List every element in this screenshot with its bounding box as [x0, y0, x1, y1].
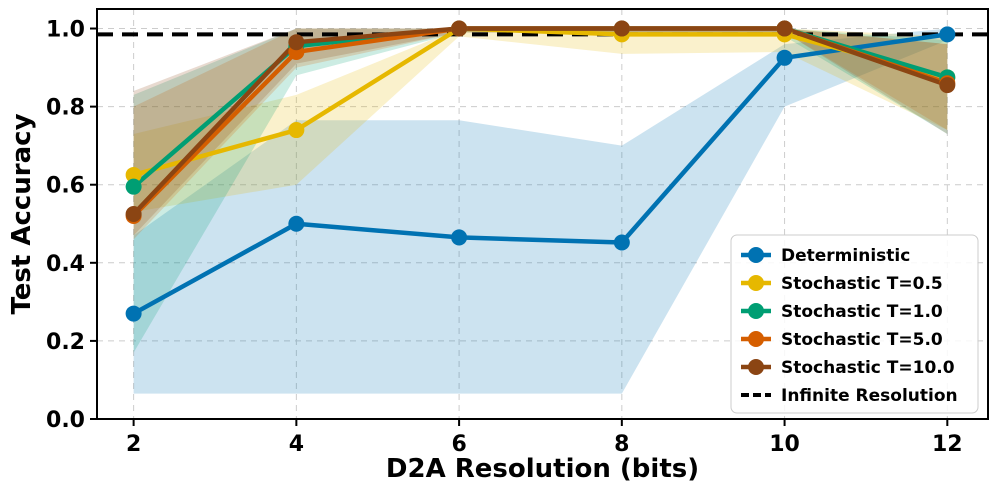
- y-tick-label: 0.2: [46, 330, 85, 355]
- y-tick-label: 0.8: [46, 96, 85, 121]
- x-tick-label: 8: [614, 432, 629, 457]
- point-series-1: [288, 122, 305, 139]
- band-series-3: [133, 28, 948, 240]
- y-tick-label: 1.0: [46, 18, 85, 43]
- legend-label: Deterministic: [781, 246, 910, 266]
- axis-ticks: 2 4 6 8 10 12 0.0 0.2 0.4 0.6 0.8 1.0: [46, 18, 963, 457]
- point-series-4: [125, 206, 142, 222]
- point-series-0: [939, 26, 956, 43]
- legend-swatch-marker: [748, 303, 764, 319]
- x-tick-label: 4: [289, 432, 304, 457]
- legend-entry: Stochastic T=10.0: [741, 358, 955, 378]
- series-lines: [131, 26, 949, 316]
- legend-label: Stochastic T=10.0: [781, 358, 955, 378]
- legend-entry: Stochastic T=1.0: [741, 302, 943, 322]
- line-series-4: [131, 26, 949, 216]
- band-series-4: [133, 28, 948, 236]
- y-axis-title: Test Accuracy: [7, 113, 37, 314]
- band-series-0: [133, 28, 948, 394]
- legend-entry: Infinite Resolution: [741, 386, 958, 406]
- point-series-4: [451, 20, 468, 37]
- band-series-2: [133, 28, 948, 353]
- x-tick-label: 12: [932, 432, 963, 457]
- y-tick-label: 0.4: [46, 252, 85, 277]
- legend-label: Stochastic T=5.0: [781, 330, 943, 350]
- line-series-1: [133, 26, 948, 178]
- x-tick-label: 2: [126, 432, 141, 457]
- legend-label: Infinite Resolution: [781, 386, 958, 406]
- legend-label: Stochastic T=0.5: [781, 274, 943, 294]
- point-series-4: [776, 20, 793, 37]
- x-tick-label: 10: [769, 432, 800, 457]
- legend-entry: Stochastic T=5.0: [741, 330, 943, 350]
- legend-swatch-marker: [748, 331, 764, 347]
- point-series-4: [613, 20, 630, 37]
- legend: Deterministic Stochastic T=0.5 Stochastic …: [730, 234, 979, 414]
- point-series-0: [288, 215, 305, 232]
- plot-frame: [96, 8, 989, 420]
- point-series-4: [288, 34, 305, 51]
- series-points: [125, 20, 956, 322]
- point-series-0: [125, 305, 142, 322]
- legend-entry: Deterministic: [741, 246, 910, 266]
- legend-swatch-marker: [748, 359, 764, 375]
- point-series-4: [939, 77, 956, 94]
- line-series-0: [132, 32, 948, 316]
- x-tick-label: 6: [451, 432, 466, 457]
- point-series-0: [613, 234, 630, 251]
- legend-entry: Stochastic T=0.5: [741, 274, 943, 294]
- point-series-0: [451, 229, 468, 246]
- legend-box: [730, 234, 979, 414]
- legend-swatch-marker: [748, 275, 764, 291]
- legend-label: Stochastic T=1.0: [781, 302, 943, 322]
- legend-swatch-marker: [748, 247, 764, 263]
- point-series-0: [776, 49, 793, 66]
- y-tick-label: 0.0: [46, 408, 85, 433]
- point-series-1: [125, 166, 142, 183]
- y-tick-label: 0.6: [46, 174, 85, 199]
- point-series-2: [125, 178, 142, 195]
- x-axis-title: D2A Resolution (bits): [386, 454, 699, 484]
